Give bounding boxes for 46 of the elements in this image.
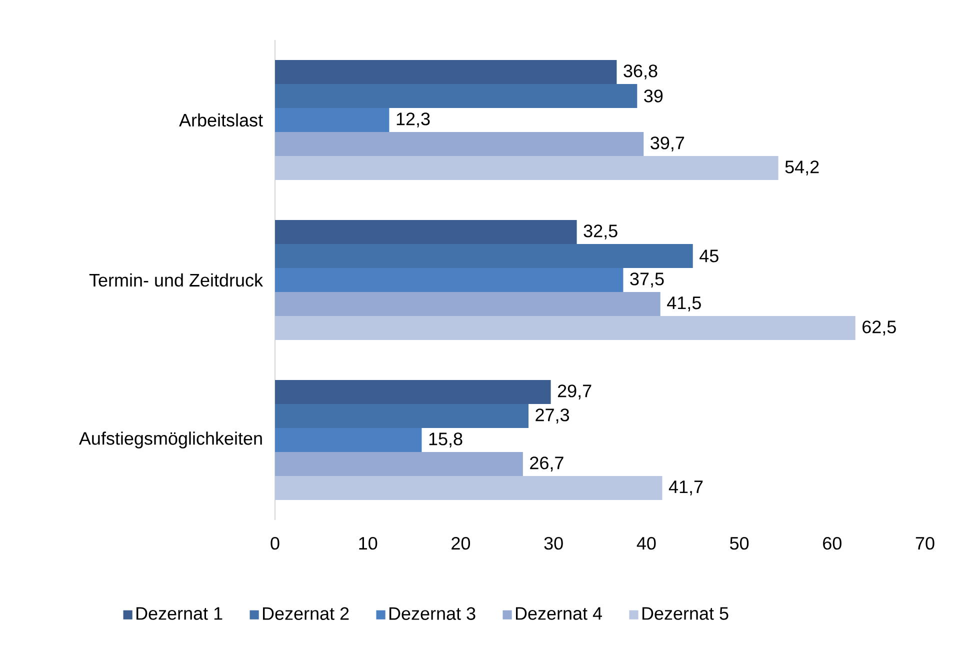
legend-label: Dezernat 2 [263,607,349,620]
data-label: 32,5 [584,224,618,240]
data-label: 39 [644,90,663,102]
data-label: 12,3 [396,112,430,128]
bar [275,452,523,476]
data-label: 54,2 [785,160,819,176]
bar [275,268,624,292]
y-tick-label: Arbeitslast [179,113,263,127]
data-label: 15,8 [429,432,462,448]
legend-label: Dezernat 5 [642,607,728,620]
bar [275,220,577,244]
data-label: 37,5 [630,272,664,288]
bar [275,380,551,404]
bar [275,316,856,340]
bar [275,156,778,180]
data-label: 41,5 [667,296,701,312]
x-tick-label: 30 [544,536,563,550]
legend-label: Dezernat 1 [136,607,222,620]
x-tick-label: 40 [636,536,656,550]
bar [275,60,617,84]
x-tick-label: 0 [270,536,280,550]
x-tick-label: 50 [730,536,749,550]
data-label: 27,3 [536,408,570,424]
bar [275,476,662,500]
bar [275,428,422,452]
data-label: 36,8 [624,64,658,80]
bar [275,404,529,428]
data-label: 62,5 [862,320,896,336]
legend-label: Dezernat 3 [389,607,476,620]
x-tick-label: 60 [823,536,842,550]
data-label: 41,7 [668,480,703,496]
bar [275,244,693,268]
legend-label: Dezernat 4 [516,607,602,620]
data-label: 29,7 [558,384,592,400]
bar [275,84,638,108]
x-tick-label: 10 [359,536,378,550]
bar [275,292,660,316]
data-label: 39,7 [650,136,684,152]
data-label: 45 [700,250,718,262]
y-tick-label: Termin- und Zeitdruck [89,273,264,287]
x-tick-label: 20 [452,536,470,550]
data-label: 26,7 [530,456,564,472]
bar [275,132,644,156]
y-tick-label: Aufstiegsmöglichkeiten [78,432,262,448]
bar [275,108,390,132]
x-tick-label: 70 [916,536,934,550]
